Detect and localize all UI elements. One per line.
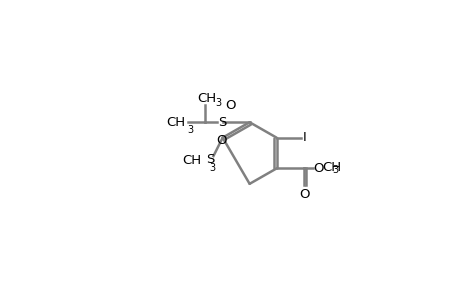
Text: S: S [206,153,214,166]
Text: CH: CH [196,92,216,104]
Text: O: O [313,162,323,175]
Text: 3: 3 [215,98,221,108]
Text: CH: CH [321,161,341,174]
Text: S: S [218,116,226,129]
Text: O: O [298,188,309,202]
Text: 3: 3 [187,125,193,135]
Text: O: O [224,99,235,112]
Text: I: I [302,131,306,144]
Text: CH: CH [182,154,201,167]
Text: CH: CH [166,116,185,129]
Text: O: O [215,134,226,147]
Text: 3: 3 [332,165,338,175]
Text: 3: 3 [209,163,215,173]
